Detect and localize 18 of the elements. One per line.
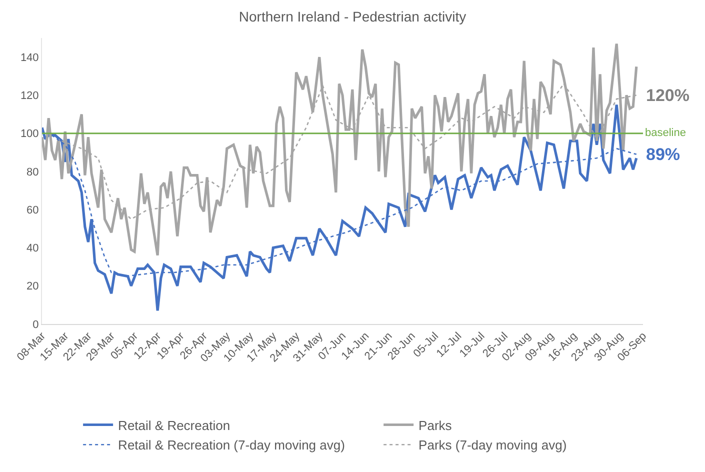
annotation: 89%: [646, 145, 680, 164]
y-tick-label: 100: [20, 128, 39, 140]
legend-label: Parks: [418, 418, 452, 433]
chart-title: Northern Ireland - Pedestrian activity: [238, 8, 466, 25]
legend-label: Parks (7-day moving avg): [418, 438, 567, 453]
y-tick-label: 60: [26, 204, 39, 216]
y-tick-label: 80: [26, 166, 39, 178]
line-series: [42, 42, 638, 257]
y-tick-label: 40: [26, 242, 39, 255]
line-series: [42, 103, 638, 312]
legend-label: Retail & Recreation: [118, 418, 230, 433]
y-tick-label: 140: [20, 52, 39, 64]
annotation: 120%: [646, 86, 690, 105]
ref-line-label: baseline: [645, 127, 686, 139]
y-tick-label: 20: [26, 280, 39, 293]
y-tick-label: 120: [20, 90, 39, 102]
y-tick-label: 0: [32, 318, 39, 331]
legend-label: Retail & Recreation (7-day moving avg): [118, 438, 345, 453]
